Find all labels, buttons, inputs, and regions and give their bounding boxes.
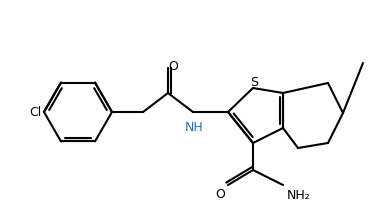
Text: S: S bbox=[250, 75, 258, 88]
Text: NH: NH bbox=[185, 121, 203, 134]
Text: Cl: Cl bbox=[30, 106, 42, 119]
Text: O: O bbox=[215, 188, 225, 201]
Text: NH₂: NH₂ bbox=[287, 189, 311, 202]
Text: O: O bbox=[168, 60, 178, 73]
